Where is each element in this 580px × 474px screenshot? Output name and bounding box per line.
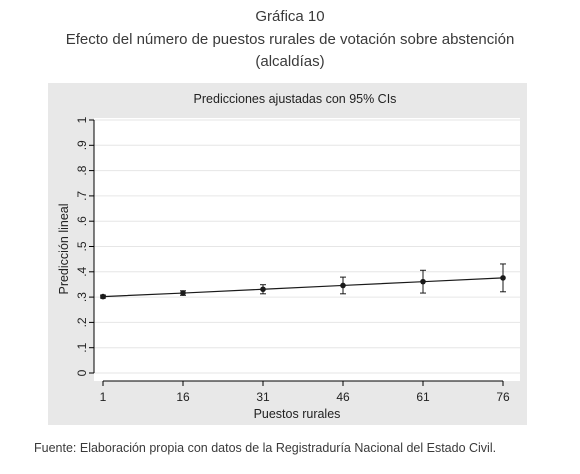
x-tick-label-2: 31 (256, 390, 270, 404)
x-tick-label-1: 16 (176, 390, 190, 404)
data-point-2 (260, 286, 266, 293)
y-tick-label-0: 0 (75, 369, 89, 376)
chart-panel: Predicciones ajustadas con 95% CIs 0 .1 .2… (48, 83, 527, 425)
figure-number: Gráfica 10 (255, 8, 325, 25)
y-tick-label-9: .9 (75, 140, 89, 150)
figure-subtitle: (alcaldías) (255, 53, 325, 70)
source-note: Fuente: Elaboración propia con datos de … (34, 441, 497, 455)
y-tick-label-4: .4 (75, 266, 89, 276)
figure-title: Efecto del número de puestos rurales de … (65, 31, 515, 48)
data-point-1 (180, 290, 186, 296)
y-tick-label-1: .1 (75, 342, 89, 352)
data-marks (100, 263, 506, 300)
y-tick-label-5: .5 (75, 241, 89, 251)
y-tick-label-6: .6 (75, 216, 89, 226)
x-tick-label-4: 61 (416, 390, 430, 404)
gridlines (94, 119, 520, 374)
x-tick-label-0: 1 (100, 390, 107, 404)
chart: Predicciones ajustadas con 95% CIs 0 .1 .2… (57, 92, 520, 421)
y-tick-label-8: .8 (75, 165, 89, 175)
data-point-3 (340, 282, 346, 289)
x-tick-label-3: 46 (336, 390, 350, 404)
data-point-0 (100, 293, 106, 300)
y-tick-label-10: 1 (75, 116, 89, 123)
data-point-5 (500, 275, 506, 281)
chart-title: Predicciones ajustadas con 95% CIs (194, 92, 397, 106)
x-tick-label-5: 76 (496, 390, 510, 404)
y-axis-title: Predicción lineal (57, 203, 71, 294)
y-tick-label-3: .3 (75, 292, 89, 302)
plot-area (94, 118, 520, 381)
axes: 0 .1 .2 .3 .4 .5 .6 .7 .8 .9 1 1 16 31 46 61 76 (75, 116, 510, 404)
y-tick-label-7: .7 (75, 191, 89, 201)
data-point-4 (420, 278, 426, 285)
x-axis-title: Puestos rurales (254, 407, 341, 421)
y-tick-label-2: .2 (75, 317, 89, 327)
series-line (102, 277, 504, 298)
